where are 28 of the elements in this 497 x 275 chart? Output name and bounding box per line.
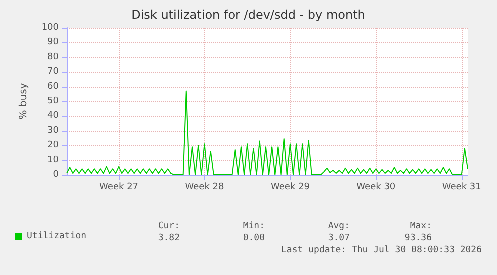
- y-tick-label: 70: [48, 67, 60, 78]
- text: Last update: Thu Jul 30 08:00:33 2026: [282, 246, 482, 256]
- text: Cur:: [158, 222, 180, 232]
- y-axis-title: % busy: [18, 83, 30, 120]
- y-tick-label: 90: [48, 38, 60, 48]
- x-tick-label: Week 27: [100, 182, 139, 192]
- text: Max:: [410, 222, 432, 232]
- text: 0.00: [243, 234, 266, 244]
- x-tick-label: Week 30: [356, 182, 396, 192]
- y-tick-label: 20: [48, 140, 60, 151]
- y-tick-label: 0: [53, 170, 60, 180]
- y-tick-label: 40: [48, 111, 60, 122]
- y-tick-label: 80: [48, 52, 60, 62]
- y-tick-label: 100: [42, 23, 60, 33]
- x-tick-label: Week 29: [270, 182, 310, 192]
- chart-title: Disk utilization for /dev/sdd - by month: [132, 8, 366, 22]
- legend-label: Utilization: [27, 232, 87, 242]
- x-tick-label: Week 28: [185, 182, 224, 192]
- y-tick-label: 50: [48, 96, 60, 106]
- y-tick-label: 30: [48, 126, 60, 136]
- text: Min:: [243, 222, 266, 232]
- y-tick-label: 60: [48, 82, 60, 92]
- x-tick-label: Week 31: [442, 182, 482, 192]
- text: 93.36: [404, 234, 432, 244]
- text: 3.07: [328, 234, 350, 244]
- y-tick-label: 10: [48, 155, 60, 166]
- text: Avg:: [328, 222, 350, 232]
- text: 3.82: [158, 234, 180, 244]
